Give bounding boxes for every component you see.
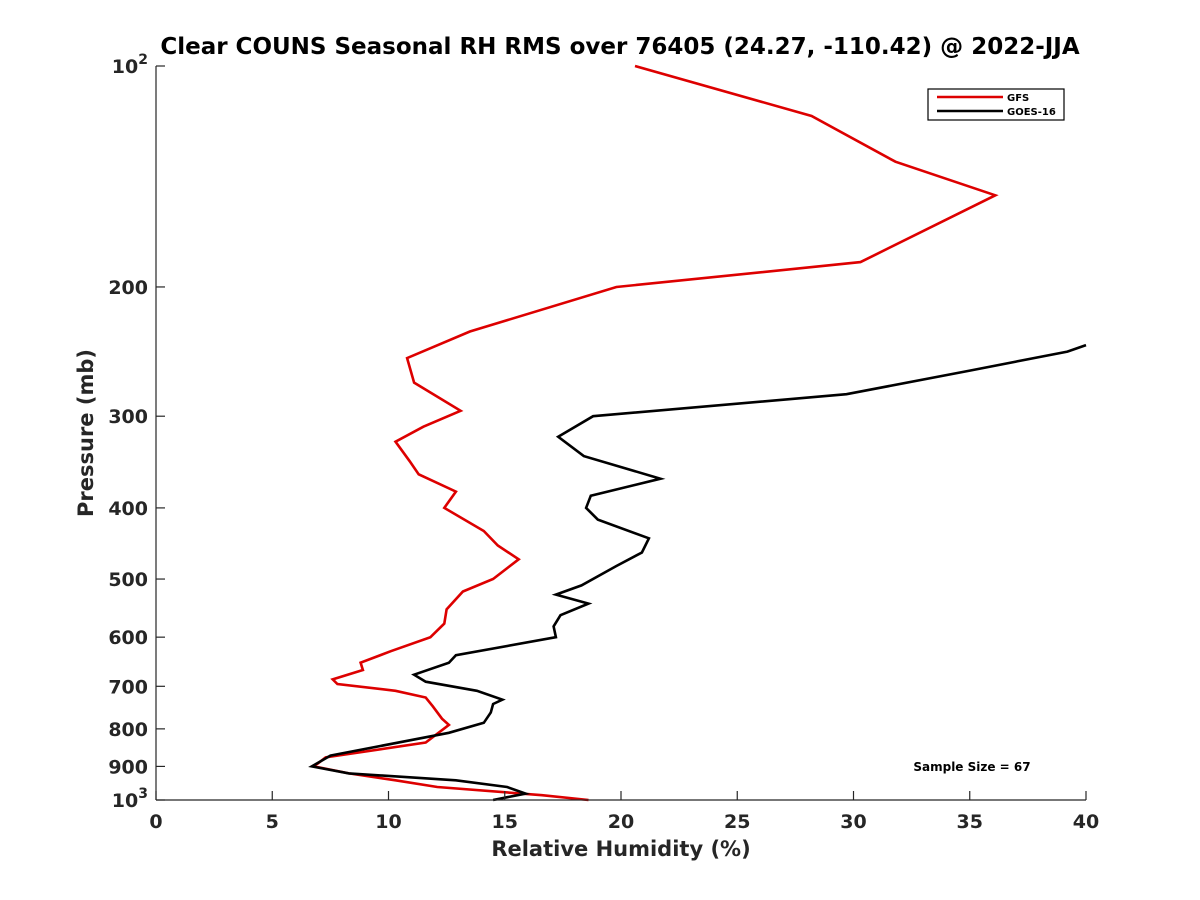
x-axis-label: Relative Humidity (%) xyxy=(491,837,750,861)
plot-area: 0 5 10 15 20 25 30 35 40 102 200 300 400 500 600 700 80… xyxy=(108,52,1099,833)
y-tick-label: 103 xyxy=(112,786,148,812)
legend[interactable]: GFS GOES-16 xyxy=(927,88,1065,121)
x-tick-label: 20 xyxy=(608,811,634,833)
legend-box xyxy=(927,88,1065,121)
series-layer xyxy=(308,64,1087,802)
x-tick-label: 40 xyxy=(1073,811,1099,833)
x-tick-label: 30 xyxy=(840,811,866,833)
y-axis-label: Pressure (mb) xyxy=(74,349,98,517)
x-tick-label: 35 xyxy=(957,811,983,833)
y-tick-label: 300 xyxy=(108,406,148,428)
y-axis-ticks: 102 200 300 400 500 600 700 800 900 103 xyxy=(108,52,165,812)
y-tick-label: 500 xyxy=(108,569,148,591)
x-tick-label: 25 xyxy=(724,811,750,833)
y-tick-label: 200 xyxy=(108,277,148,299)
legend-label-gfs: GFS xyxy=(1007,93,1029,104)
y-tick-label: 102 xyxy=(112,52,148,78)
y-tick-label: 700 xyxy=(108,676,148,698)
chart-title: Clear COUNS Seasonal RH RMS over 76405 (… xyxy=(160,34,1080,60)
legend-label-goes16: GOES-16 xyxy=(1007,107,1056,118)
y-tick-label: 900 xyxy=(108,756,148,778)
x-tick-label: 0 xyxy=(149,811,162,833)
x-tick-label: 10 xyxy=(375,811,401,833)
series-line-gfs xyxy=(311,64,999,802)
x-tick-label: 5 xyxy=(266,811,279,833)
y-tick-label: 400 xyxy=(108,498,148,520)
x-axis-ticks: 0 5 10 15 20 25 30 35 40 xyxy=(149,791,1099,833)
y-tick-label: 800 xyxy=(108,719,148,741)
series-line-goes16 xyxy=(308,343,1087,802)
y-tick-label: 600 xyxy=(108,627,148,649)
sample-size-annotation: Sample Size = 67 xyxy=(913,760,1030,774)
x-tick-label: 15 xyxy=(492,811,518,833)
